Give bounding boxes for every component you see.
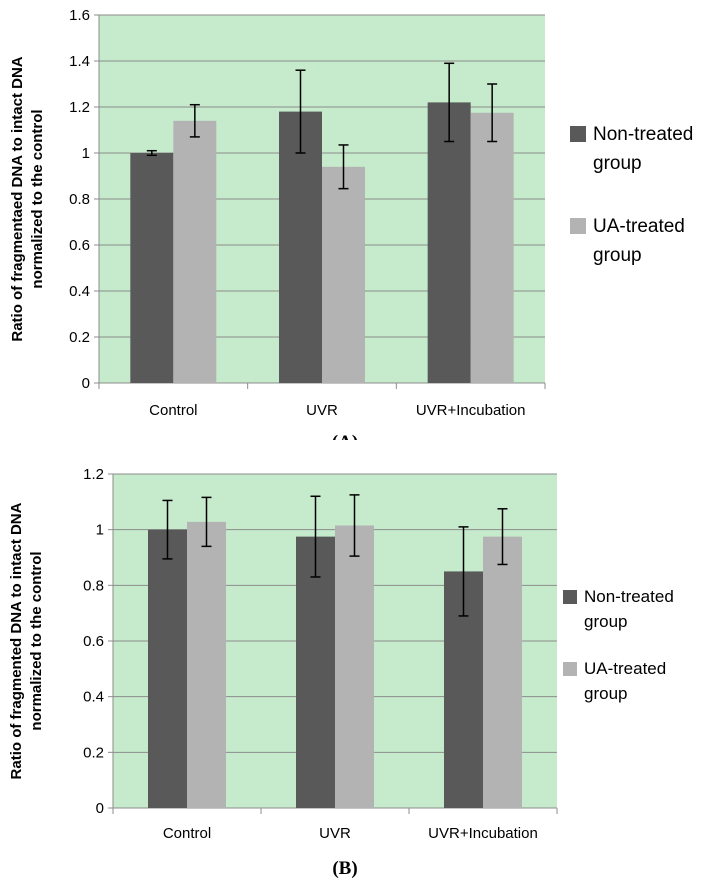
chart-b-caption: (B) (332, 858, 357, 879)
chart-a-bar (427, 102, 471, 384)
chart-a-y-tick-label: 0.4 (69, 283, 90, 300)
chart-b-y-axis-title: normalized to the control (28, 551, 45, 730)
chart-a-y-tick-label: 1 (82, 145, 90, 162)
chart-b-svg: 0 0.2 0.4 0.6 0.8 1 1.2 Control UVR UVR+Incubatio… (8, 466, 674, 879)
chart-b-bar (296, 536, 335, 808)
chart-a-caption: (A) (332, 432, 358, 440)
chart-a-legend-swatch (570, 126, 586, 142)
chart-panel-a: 0 0.2 0.4 0.6 0.8 1 1.2 1.4 1.6 Control UVR UVR+Inc… (0, 0, 713, 440)
chart-b-y-tick-label: 0 (96, 800, 104, 817)
chart-b-y-tick-label: 0.2 (83, 744, 104, 761)
chart-b-legend-swatch (563, 590, 577, 604)
chart-b-y-tick-label: 0.4 (83, 689, 104, 706)
chart-b-y-tick-label: 0.6 (83, 633, 104, 650)
chart-a-y-axis-title: normalized to the control (29, 109, 46, 288)
chart-b-bar (483, 536, 522, 808)
chart-b-y-tick-label: 1 (96, 522, 104, 539)
chart-b-bar (335, 525, 374, 808)
chart-b-bar (187, 521, 226, 808)
chart-b-category-label: Control (163, 825, 211, 842)
chart-b-category-label: UVR+Incubation (428, 825, 538, 842)
chart-b-y-axis-title: Ratio of fragmented DNA to intact DNA (8, 502, 25, 779)
chart-a-y-tick-label: 1.6 (69, 7, 90, 24)
chart-a-bar (279, 111, 322, 383)
chart-a-legend-label: group (593, 153, 642, 174)
chart-a-legend-label: group (593, 245, 642, 266)
chart-a-y-tick-label: 0.2 (69, 329, 90, 346)
chart-b-bar (148, 529, 187, 808)
chart-b-y-tick-label: 1.2 (83, 466, 104, 483)
chart-a-y-tick-label: 0.6 (69, 237, 90, 254)
chart-b-legend-label: group (584, 612, 627, 631)
chart-b-legend-label: group (584, 684, 627, 703)
chart-a-bar (322, 166, 365, 383)
chart-a-y-tick-label: 1.4 (69, 53, 90, 70)
chart-b-y-tick-label: 0.8 (83, 577, 104, 594)
chart-a-bar (130, 153, 174, 383)
chart-a-svg: 0 0.2 0.4 0.6 0.8 1 1.2 1.4 1.6 Control UVR UVR+Inc… (9, 7, 693, 440)
chart-a-y-tick-label: 1.2 (69, 99, 90, 116)
chart-b-legend-swatch (563, 662, 577, 676)
chart-a-bar (470, 112, 514, 383)
chart-a-legend-label: Non-treated (593, 124, 693, 145)
chart-b-legend-label: Non-treated (584, 587, 674, 606)
chart-a-legend-label: UA-treated (593, 216, 685, 237)
chart-a-category-label: UVR (306, 402, 338, 419)
chart-panel-b: 0 0.2 0.4 0.6 0.8 1 1.2 Control UVR UVR+Incubatio… (0, 452, 713, 886)
chart-a-category-label: UVR+Incubation (416, 402, 526, 419)
chart-a-y-tick-label: 0.8 (69, 191, 90, 208)
chart-a-legend-swatch (570, 218, 586, 234)
chart-a-y-axis-title: Ratio of fragmentaed DNA to intact DNA (9, 56, 26, 341)
chart-a-y-tick-label: 0 (82, 375, 90, 392)
chart-b-legend-label: UA-treated (584, 659, 666, 678)
chart-a-category-label: Control (149, 402, 197, 419)
chart-b-category-label: UVR (319, 825, 351, 842)
chart-a-bar (173, 120, 217, 384)
